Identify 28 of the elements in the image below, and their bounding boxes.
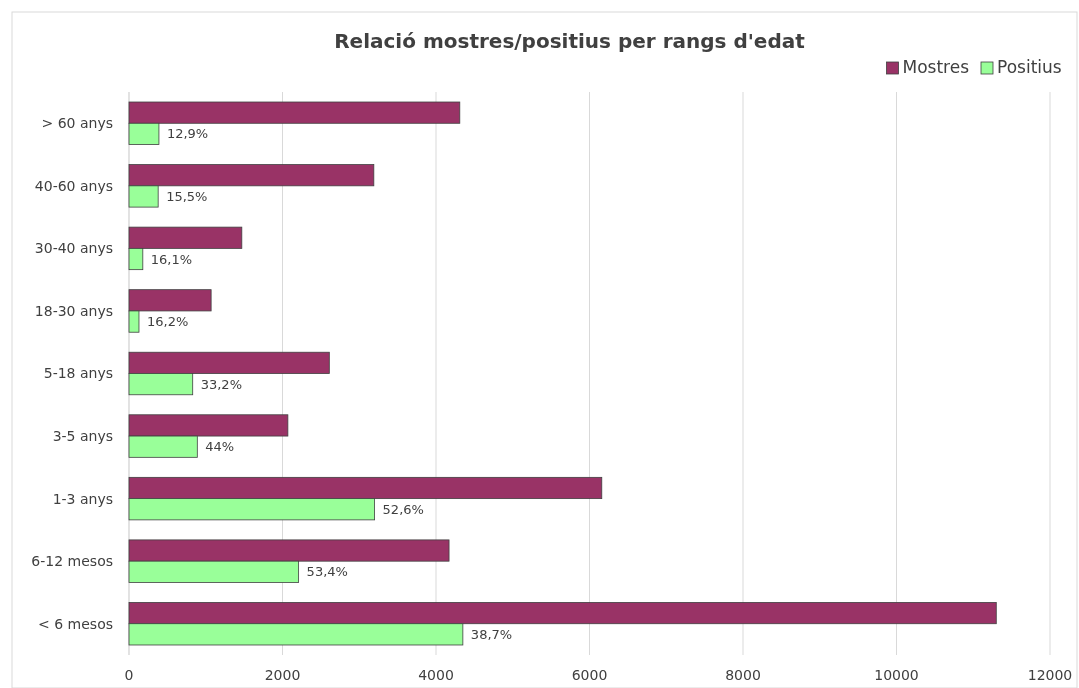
x-tick-label: 4000 (418, 667, 454, 683)
x-tick-label: 10000 (874, 667, 919, 683)
annotation: 53,4% (306, 564, 348, 580)
x-tick-label: 12000 (1027, 667, 1073, 683)
x-tick-label: 2000 (264, 667, 301, 683)
y-tick-label: 5-18 anys (43, 365, 113, 382)
x-tick-label: 0 (124, 667, 134, 683)
annotation: 16,2% (146, 314, 189, 330)
legend-label: Positius (997, 57, 1062, 77)
annotation: 15,5% (166, 189, 208, 205)
annotation: 52,6% (382, 501, 424, 517)
y-tick-label: 30-40 anys (34, 240, 113, 257)
x-tick-label: 8000 (725, 667, 761, 683)
annotation: 12,9% (166, 126, 209, 142)
y-tick-label: 1-3 anys (52, 490, 113, 507)
legend-label: Mostres (902, 57, 970, 77)
annotation: 38,7% (470, 626, 513, 642)
annotation: 44% (205, 439, 235, 455)
annotation: 16,1% (150, 251, 193, 267)
chart-title: Relació mostres/positius per rangs d'edat (334, 29, 806, 53)
y-tick-label: < 6 mesos (38, 615, 113, 632)
y-tick-label: 3-5 anys (52, 427, 113, 444)
y-tick-label: 18-30 anys (34, 302, 113, 319)
y-tick-label: 40-60 anys (34, 177, 113, 194)
y-tick-label: > 60 anys (41, 115, 113, 132)
y-tick-label: 6-12 mesos (31, 553, 113, 570)
x-tick-label: 6000 (571, 667, 608, 683)
annotation: 33,2% (200, 376, 243, 392)
